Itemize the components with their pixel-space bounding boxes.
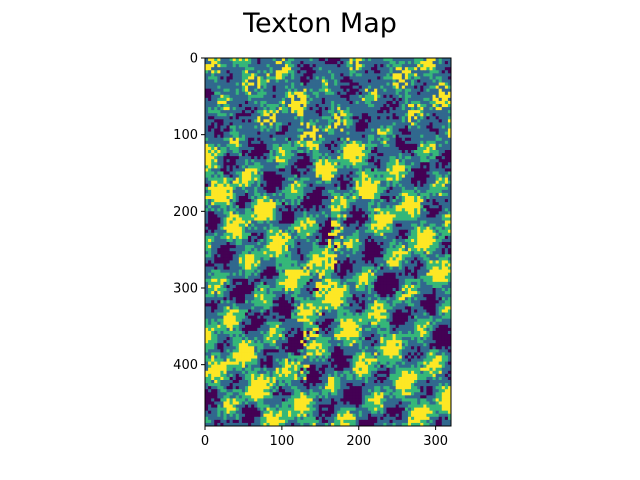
x-tick-label: 200 <box>346 434 371 449</box>
y-tick-label: 400 <box>173 358 198 373</box>
x-tick-label: 100 <box>269 434 294 449</box>
y-tick-label: 300 <box>173 282 198 297</box>
texton-heatmap <box>205 58 451 426</box>
x-axis: 0 100 200 300 <box>201 426 448 449</box>
y-tick-label: 100 <box>173 128 198 143</box>
y-axis: 0 100 200 300 400 <box>173 52 205 373</box>
plot-frame <box>204 57 452 427</box>
y-tick-label: 200 <box>173 205 198 220</box>
y-tick-label: 0 <box>190 52 198 67</box>
x-tick-label: 0 <box>201 434 209 449</box>
x-tick-label: 300 <box>423 434 448 449</box>
chart-title: Texton Map <box>242 8 397 39</box>
